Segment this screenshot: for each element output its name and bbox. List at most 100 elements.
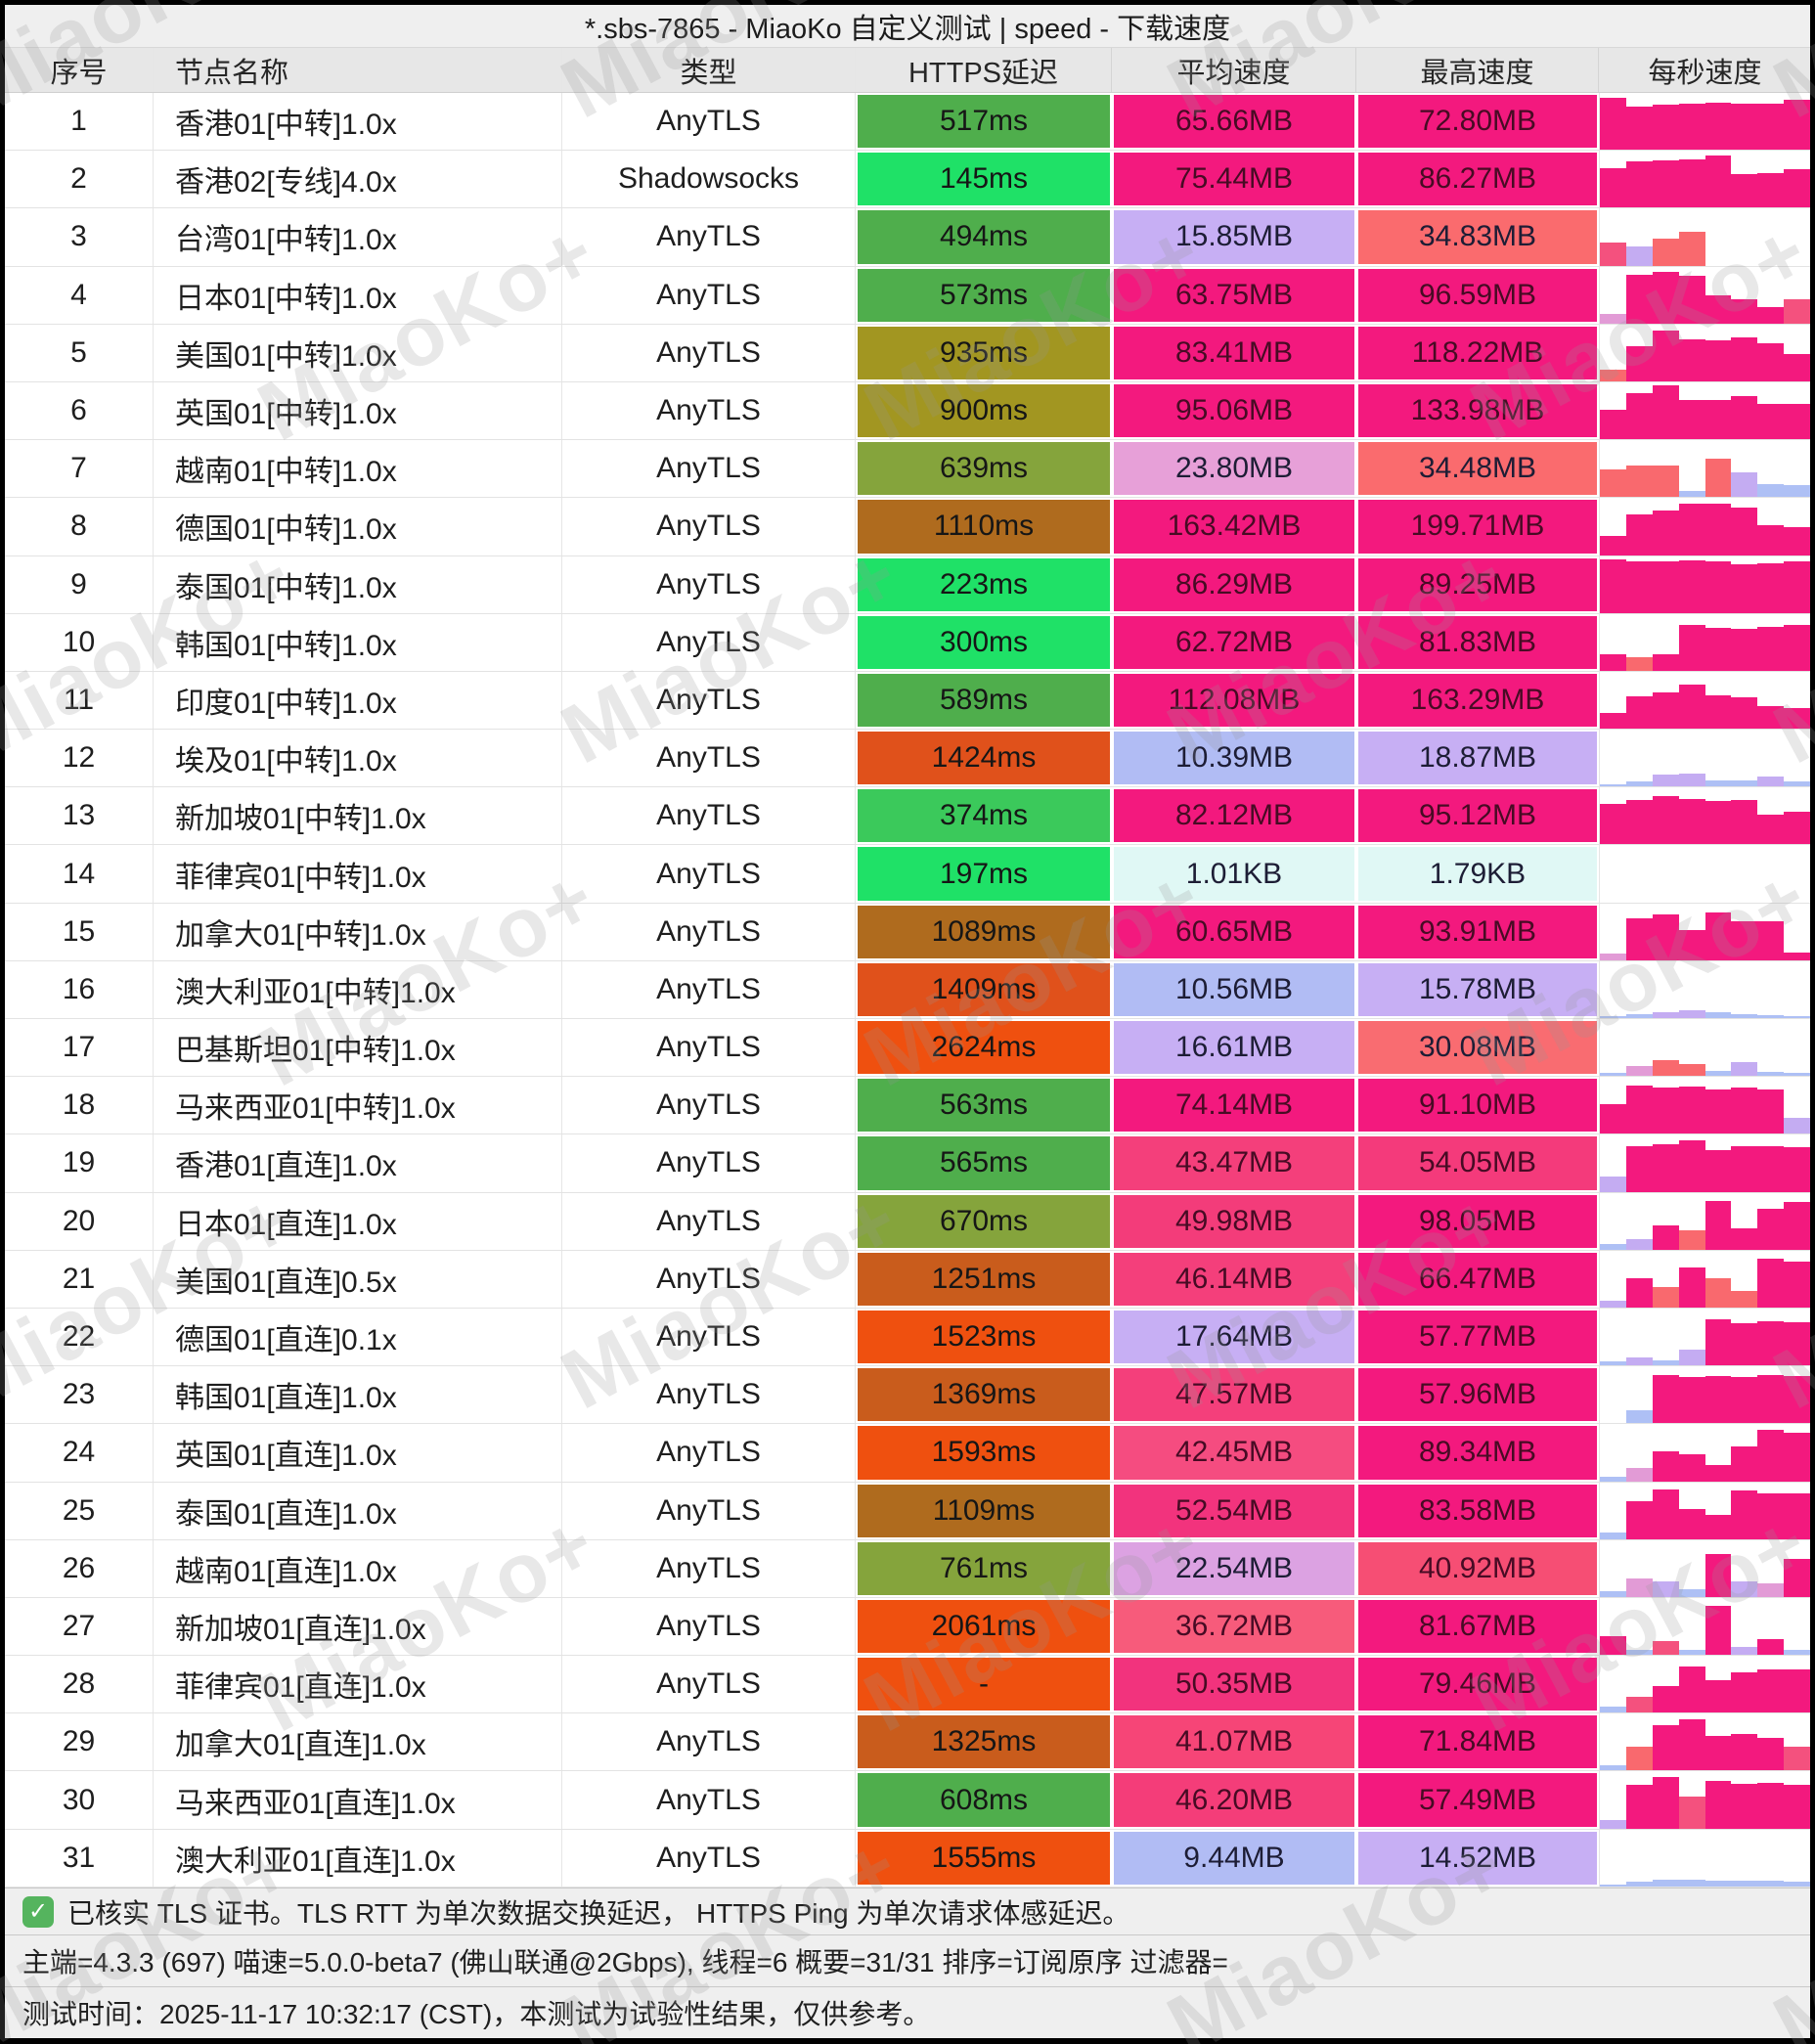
cell-avg-speed: 15.85MB <box>1112 208 1356 265</box>
cell-node-name: 菲律宾01[中转]1.0x <box>154 845 562 903</box>
header-node-name: 节点名称 <box>154 48 562 92</box>
cell-node-name: 越南01[中转]1.0x <box>154 440 562 498</box>
table-row: 8 德国01[中转]1.0x AnyTLS 1110ms 163.42MB 19… <box>5 498 1810 556</box>
cell-per-second-chart <box>1599 1308 1810 1366</box>
cell-index: 28 <box>5 1656 154 1713</box>
cell-index: 25 <box>5 1482 154 1539</box>
cell-https-latency: 573ms <box>856 267 1112 324</box>
cell-index: 23 <box>5 1366 154 1424</box>
cell-index: 26 <box>5 1539 154 1597</box>
cell-max-speed: 133.98MB <box>1356 382 1599 439</box>
cell-type: AnyTLS <box>562 960 856 1018</box>
cell-type: AnyTLS <box>562 1539 856 1597</box>
cell-avg-speed: 42.45MB <box>1112 1424 1356 1481</box>
cell-per-second-chart <box>1599 208 1810 266</box>
cell-per-second-chart <box>1599 151 1810 208</box>
cell-https-latency: 565ms <box>856 1134 1112 1191</box>
verified-check-icon: ✓ <box>22 1895 54 1928</box>
cell-https-latency: 1325ms <box>856 1713 1112 1770</box>
cell-per-second-chart <box>1599 1829 1810 1887</box>
cell-index: 14 <box>5 845 154 903</box>
cell-max-speed: 93.91MB <box>1356 904 1599 960</box>
cell-type: AnyTLS <box>562 671 856 730</box>
cell-avg-speed: 163.42MB <box>1112 498 1356 555</box>
footer-host-text: 主端=4.3.3 (697) 喵速=5.0.0-beta7 (佛山联通@2Gbp… <box>22 1947 1228 1977</box>
cell-per-second-chart <box>1599 1539 1810 1597</box>
cell-avg-speed: 49.98MB <box>1112 1193 1356 1250</box>
cell-avg-speed: 43.47MB <box>1112 1134 1356 1191</box>
table-row: 20 日本01[直连]1.0x AnyTLS 670ms 49.98MB 98.… <box>5 1192 1810 1251</box>
cell-https-latency: 1251ms <box>856 1251 1112 1308</box>
cell-https-latency: 494ms <box>856 208 1112 265</box>
cell-avg-speed: 86.29MB <box>1112 556 1356 613</box>
cell-node-name: 巴基斯坦01[中转]1.0x <box>154 1019 562 1077</box>
cell-avg-speed: 10.56MB <box>1112 961 1356 1018</box>
footer-host-info: 主端=4.3.3 (697) 喵速=5.0.0-beta7 (佛山联通@2Gbp… <box>5 1934 1810 1986</box>
cell-https-latency: 608ms <box>856 1771 1112 1828</box>
table-row: 10 韩国01[中转]1.0x AnyTLS 300ms 62.72MB 81.… <box>5 613 1810 672</box>
table-row: 29 加拿大01[直连]1.0x AnyTLS 1325ms 41.07MB 7… <box>5 1713 1810 1772</box>
table-row: 4 日本01[中转]1.0x AnyTLS 573ms 63.75MB 96.5… <box>5 266 1810 325</box>
cell-max-speed: 40.92MB <box>1356 1540 1599 1597</box>
cell-type: AnyTLS <box>562 613 856 671</box>
cell-type: AnyTLS <box>562 208 856 266</box>
cell-avg-speed: 82.12MB <box>1112 787 1356 844</box>
cell-node-name: 英国01[中转]1.0x <box>154 381 562 440</box>
cell-node-name: 马来西亚01[中转]1.0x <box>154 1077 562 1134</box>
cell-type: AnyTLS <box>562 266 856 324</box>
footer-tls-note: ✓ 已核实 TLS 证书。TLS RTT 为单次数据交换延迟， HTTPS Pi… <box>5 1888 1810 1934</box>
cell-avg-speed: 52.54MB <box>1112 1483 1356 1539</box>
cell-index: 6 <box>5 381 154 440</box>
cell-max-speed: 95.12MB <box>1356 787 1599 844</box>
table-row: 22 德国01[直连]0.1x AnyTLS 1523ms 17.64MB 57… <box>5 1308 1810 1367</box>
cell-avg-speed: 112.08MB <box>1112 672 1356 729</box>
cell-type: AnyTLS <box>562 1077 856 1134</box>
table-header: 序号 节点名称 类型 HTTPS延迟 平均速度 最高速度 每秒速度 <box>5 48 1810 93</box>
cell-avg-speed: 36.72MB <box>1112 1598 1356 1655</box>
cell-https-latency: 670ms <box>856 1193 1112 1250</box>
cell-per-second-chart <box>1599 1366 1810 1424</box>
cell-https-latency: 1555ms <box>856 1830 1112 1887</box>
table-row: 30 马来西亚01[直连]1.0x AnyTLS 608ms 46.20MB 5… <box>5 1771 1810 1830</box>
cell-per-second-chart <box>1599 1771 1810 1829</box>
cell-index: 17 <box>5 1019 154 1077</box>
cell-per-second-chart <box>1599 671 1810 730</box>
cell-node-name: 加拿大01[直连]1.0x <box>154 1713 562 1771</box>
table-row: 13 新加坡01[中转]1.0x AnyTLS 374ms 82.12MB 95… <box>5 787 1810 846</box>
table-row: 9 泰国01[中转]1.0x AnyTLS 223ms 86.29MB 89.2… <box>5 555 1810 614</box>
cell-index: 30 <box>5 1771 154 1829</box>
cell-max-speed: 57.96MB <box>1356 1366 1599 1423</box>
cell-node-name: 印度01[中转]1.0x <box>154 671 562 730</box>
cell-index: 10 <box>5 613 154 671</box>
cell-max-speed: 71.84MB <box>1356 1713 1599 1770</box>
cell-index: 2 <box>5 151 154 208</box>
table-row: 23 韩国01[直连]1.0x AnyTLS 1369ms 47.57MB 57… <box>5 1366 1810 1425</box>
cell-max-speed: 89.34MB <box>1356 1424 1599 1481</box>
cell-node-name: 英国01[直连]1.0x <box>154 1424 562 1482</box>
cell-per-second-chart <box>1599 845 1810 903</box>
cell-type: AnyTLS <box>562 730 856 787</box>
cell-https-latency: 223ms <box>856 556 1112 613</box>
cell-max-speed: 79.46MB <box>1356 1656 1599 1712</box>
table-row: 14 菲律宾01[中转]1.0x AnyTLS 197ms 1.01KB 1.7… <box>5 845 1810 904</box>
cell-type: AnyTLS <box>562 1250 856 1308</box>
cell-max-speed: 83.58MB <box>1356 1483 1599 1539</box>
table-row: 15 加拿大01[中转]1.0x AnyTLS 1089ms 60.65MB 9… <box>5 903 1810 961</box>
table-row: 1 香港01[中转]1.0x AnyTLS 517ms 65.66MB 72.8… <box>5 93 1810 152</box>
cell-node-name: 韩国01[中转]1.0x <box>154 613 562 671</box>
cell-avg-speed: 17.64MB <box>1112 1309 1356 1365</box>
cell-max-speed: 86.27MB <box>1356 151 1599 207</box>
cell-node-name: 澳大利亚01[中转]1.0x <box>154 960 562 1018</box>
table-row: 11 印度01[中转]1.0x AnyTLS 589ms 112.08MB 16… <box>5 671 1810 731</box>
cell-https-latency: 1110ms <box>856 498 1112 555</box>
cell-per-second-chart <box>1599 1482 1810 1539</box>
cell-index: 8 <box>5 498 154 555</box>
cell-avg-speed: 22.54MB <box>1112 1540 1356 1597</box>
cell-type: AnyTLS <box>562 1482 856 1539</box>
cell-avg-speed: 16.61MB <box>1112 1019 1356 1076</box>
cell-per-second-chart <box>1599 1134 1810 1192</box>
cell-index: 24 <box>5 1424 154 1482</box>
cell-per-second-chart <box>1599 903 1810 960</box>
cell-node-name: 泰国01[中转]1.0x <box>154 555 562 613</box>
cell-avg-speed: 50.35MB <box>1112 1656 1356 1712</box>
